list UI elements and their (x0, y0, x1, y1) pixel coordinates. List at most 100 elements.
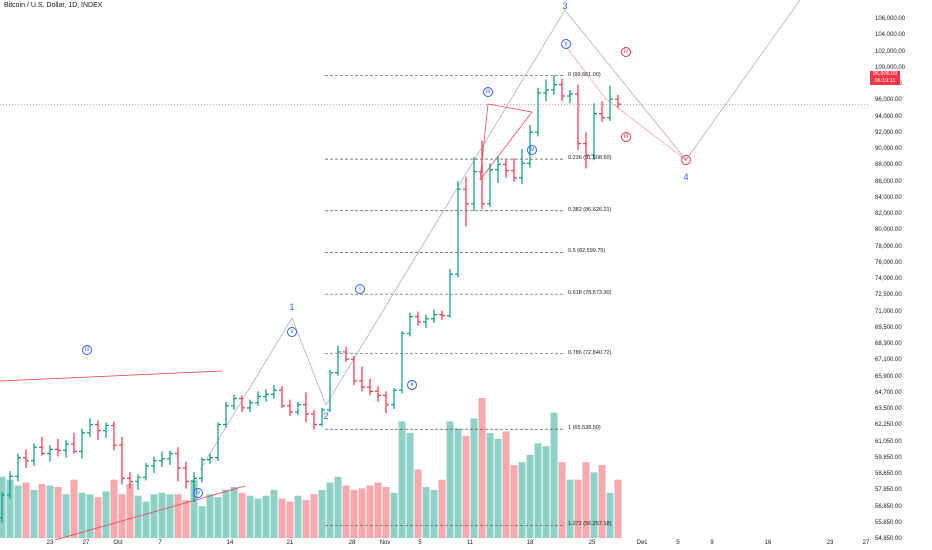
volume-bar (486, 433, 494, 538)
volume-bar (238, 492, 246, 538)
volume-bar (142, 501, 150, 538)
volume-bar (14, 485, 22, 538)
volume-bar (494, 438, 502, 538)
volume-layer (0, 398, 622, 538)
volume-bar (30, 489, 38, 538)
date-tick-label: Nov (379, 540, 391, 546)
candle (351, 356, 357, 386)
wave-label: ii (407, 380, 417, 390)
candle (263, 389, 269, 402)
volume-bar (134, 495, 142, 538)
volume-bar (518, 462, 526, 538)
chart-title: Bitcoin / U.S. Dollar, 1D, INDEX (4, 2, 103, 9)
volume-bar (318, 489, 326, 538)
volume-bar (70, 479, 78, 538)
volume-bar (262, 495, 270, 538)
volume-bar (150, 494, 158, 538)
candle (0, 491, 5, 523)
candle (47, 445, 53, 462)
volume-bar (294, 495, 302, 538)
volume-bar (430, 489, 438, 538)
price-tick-label: 106,000.00 (875, 16, 906, 22)
candle (503, 159, 509, 178)
candle (567, 89, 573, 104)
price-tick-label: 71,000.00 (875, 308, 902, 315)
candle (327, 369, 333, 413)
volume-bar (470, 418, 478, 538)
candle (439, 310, 445, 320)
candle (7, 471, 13, 500)
volume-bar (390, 492, 398, 538)
candle (55, 438, 61, 457)
candle (583, 132, 589, 169)
candle (367, 378, 373, 396)
wave-label: iv (527, 145, 537, 155)
candle (543, 79, 549, 102)
price-tick-label: 76,000.00 (875, 259, 902, 266)
candle (31, 443, 37, 466)
price-tick-label: 54,850.00 (875, 536, 902, 542)
candle (23, 449, 29, 468)
volume-bar (230, 486, 238, 538)
volume-bar (190, 479, 198, 538)
volume-bar (86, 494, 94, 538)
volume-bar (22, 482, 30, 538)
candle (343, 346, 349, 363)
volume-bar (606, 492, 614, 538)
volume-bar (102, 491, 110, 538)
candle (431, 309, 437, 323)
volume-bar (342, 485, 350, 538)
price-tick-label: 56,850.00 (875, 503, 902, 510)
volume-bar (598, 465, 606, 538)
price-tick-label: 62,250.00 (875, 422, 902, 429)
trend-line (0, 370, 223, 382)
fib-level-label: 0.382 (86,626.21) (568, 206, 612, 213)
candle (231, 394, 237, 410)
candle (311, 409, 317, 430)
wave-label: iv (193, 488, 203, 498)
candle (223, 401, 229, 428)
volume-bar (582, 462, 590, 538)
price-tick-label: 80,000.00 (875, 227, 902, 234)
wave-label: 2 (323, 411, 329, 421)
candle (103, 422, 109, 438)
volume-bar (286, 501, 294, 538)
price-tick-label: 86,000.00 (875, 178, 902, 185)
price-tick-label: 64,700.00 (875, 389, 902, 396)
candle (615, 94, 621, 109)
wave-label: i (355, 284, 365, 294)
candle (455, 180, 461, 278)
volume-bar (110, 479, 118, 538)
wave-label: iv (621, 47, 631, 57)
date-tick-label: 9 (710, 540, 714, 546)
volume-bar (270, 489, 278, 538)
candle (415, 311, 421, 327)
wave-label: 4 (683, 172, 689, 182)
volume-bar (542, 446, 550, 538)
price-tick-label: 68,300.00 (875, 341, 902, 347)
volume-bar (366, 485, 374, 538)
volume-bar (214, 497, 222, 538)
price-tick-label: 67,100.00 (875, 357, 902, 364)
candle (15, 453, 21, 482)
price-tick-label: 90,000.00 (875, 146, 902, 152)
volume-bar (126, 484, 134, 538)
volume-bar (206, 494, 214, 538)
candle (79, 428, 85, 459)
wave-label: v (287, 327, 297, 337)
wave-label: v (561, 39, 571, 49)
candle (199, 457, 205, 483)
candle (95, 420, 101, 441)
volume-bar (446, 421, 454, 538)
overlay-layer (0, 0, 870, 541)
volume-bar (454, 428, 462, 538)
candle (335, 345, 341, 376)
volume-bar (558, 462, 566, 538)
price-tick-label: 63,500.00 (875, 406, 902, 412)
fib-level-label: 0.5 (82,599.75) (568, 248, 606, 255)
date-tick-label: 14 (226, 540, 234, 546)
date-tick-label: 25 (588, 540, 596, 546)
price-tick-label: 55,850.00 (875, 519, 902, 526)
candle (359, 366, 365, 392)
